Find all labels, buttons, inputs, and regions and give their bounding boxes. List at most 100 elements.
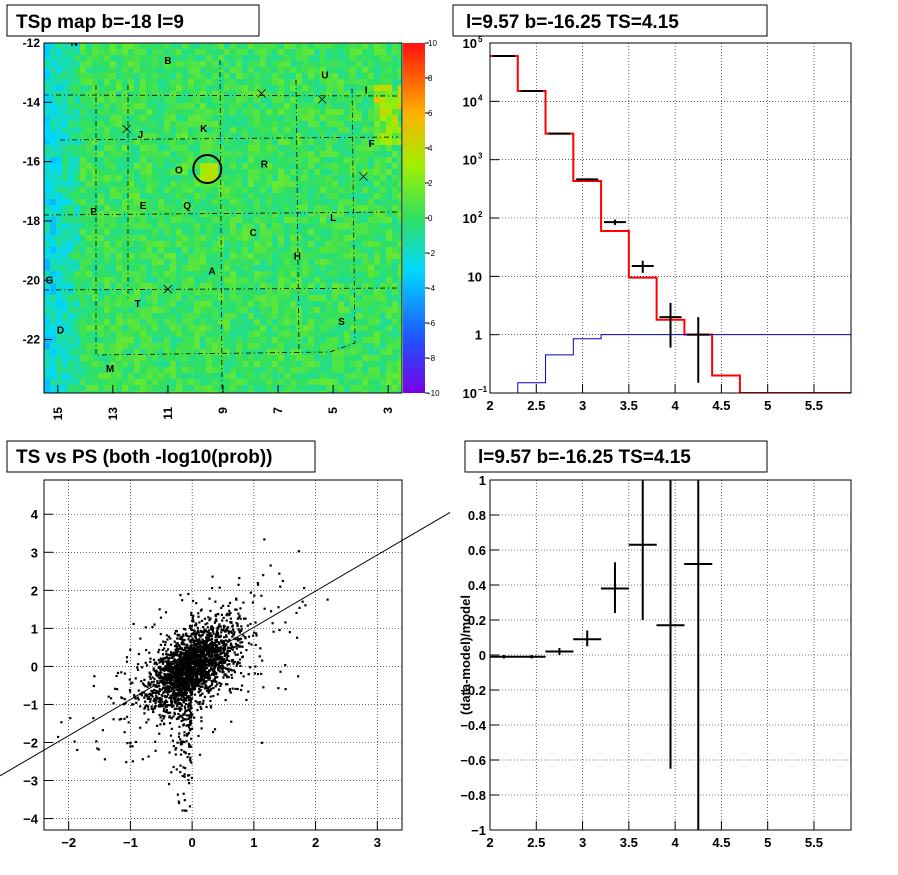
map-cell — [314, 325, 320, 331]
map-cell — [344, 145, 350, 151]
map-cell — [140, 247, 146, 253]
map-cell — [374, 307, 380, 313]
map-cell — [308, 253, 314, 259]
map-cell — [44, 391, 50, 393]
map-cell — [158, 193, 164, 199]
map-cell — [212, 385, 218, 391]
map-cell — [326, 61, 332, 67]
scatter-point — [229, 691, 232, 694]
palette-tick-label: 2 — [428, 179, 433, 188]
map-cell — [182, 349, 188, 355]
map-cell — [104, 241, 110, 247]
map-cell — [326, 235, 332, 241]
map-cell — [338, 67, 344, 73]
map-cell — [386, 121, 392, 127]
map-cell — [386, 223, 392, 229]
map-cell — [86, 283, 92, 289]
map-cell — [386, 61, 392, 67]
map-cell — [50, 331, 56, 337]
map-cell — [158, 277, 164, 283]
map-cell — [362, 205, 368, 211]
scatter-point — [240, 625, 243, 628]
map-cell — [92, 175, 98, 181]
map-cell — [338, 385, 344, 391]
map-cell — [368, 265, 374, 271]
map-cell — [344, 73, 350, 79]
map-cell — [50, 325, 56, 331]
map-cell — [176, 367, 182, 373]
map-cell — [140, 181, 146, 187]
map-cell — [104, 133, 110, 139]
map-cell — [296, 145, 302, 151]
map-cell — [50, 301, 56, 307]
map-cell — [98, 325, 104, 331]
scatter-point — [152, 683, 155, 686]
map-cell — [242, 61, 248, 67]
scatter-point — [123, 717, 126, 720]
map-cell — [86, 151, 92, 157]
scatter-point — [225, 619, 228, 622]
map-cell — [314, 223, 320, 229]
scatter-point — [162, 660, 165, 664]
scatter-point — [174, 702, 177, 705]
scatter-point — [177, 676, 180, 679]
map-cell — [122, 391, 128, 393]
map-cell — [134, 133, 140, 139]
map-cell — [170, 313, 176, 319]
map-cross-marker — [317, 95, 327, 104]
map-cell — [104, 289, 110, 295]
map-cell — [260, 73, 266, 79]
map-cell — [230, 133, 236, 139]
map-cell — [152, 163, 158, 169]
map-cell — [188, 169, 194, 175]
scatter-point — [226, 683, 229, 686]
map-cell — [68, 325, 74, 331]
map-cell — [98, 181, 104, 187]
map-cell — [248, 199, 254, 205]
map-cell — [80, 361, 86, 367]
map-cell — [320, 49, 326, 55]
map-cell — [176, 337, 182, 343]
map-cell — [110, 133, 116, 139]
map-cell — [368, 319, 374, 325]
map-cell — [44, 67, 50, 73]
scatter-point — [189, 640, 192, 643]
map-cell — [194, 79, 200, 85]
map-cell — [338, 265, 344, 271]
map-cell — [236, 211, 242, 217]
map-cell — [230, 343, 236, 349]
map-cell — [380, 295, 386, 301]
map-cell — [326, 115, 332, 121]
map-boundary-line — [95, 84, 356, 356]
map-cell — [158, 73, 164, 79]
map-cell — [104, 49, 110, 55]
map-cell — [296, 85, 302, 91]
scatter-point — [237, 628, 240, 631]
map-cell — [194, 199, 200, 205]
map-cell — [110, 373, 116, 379]
map-cell — [266, 313, 272, 319]
scatter-point — [163, 710, 167, 713]
map-cell — [98, 319, 104, 325]
scatter-point — [174, 652, 177, 655]
map-cell — [86, 349, 92, 355]
map-cell — [188, 391, 194, 393]
map-cell — [284, 235, 290, 241]
map-cell — [176, 121, 182, 127]
map-cell — [74, 349, 80, 355]
map-cell — [380, 145, 386, 151]
map-cell — [326, 271, 332, 277]
map-cell — [398, 265, 402, 271]
map-cell — [44, 115, 50, 121]
map-cell — [194, 319, 200, 325]
map-cell — [326, 253, 332, 259]
map-cell — [386, 307, 392, 313]
map-cell — [284, 265, 290, 271]
map-cell — [254, 361, 260, 367]
map-cell — [56, 73, 62, 79]
scatter-point — [212, 694, 215, 698]
map-cell — [296, 313, 302, 319]
map-cell — [344, 301, 350, 307]
map-cell — [98, 295, 104, 301]
map-cell — [206, 355, 212, 361]
